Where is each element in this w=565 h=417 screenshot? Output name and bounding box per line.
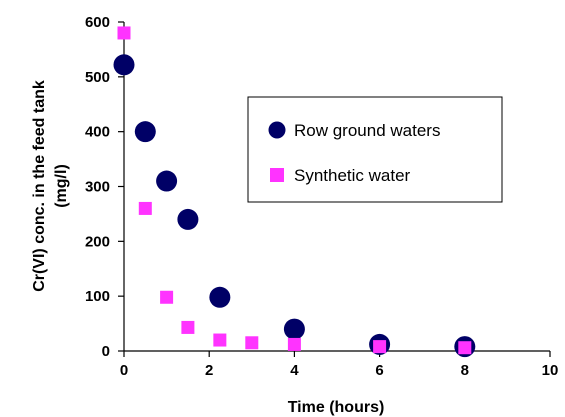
point-synthetic-water xyxy=(458,341,472,355)
x-tick-label: 2 xyxy=(205,362,213,379)
legend-label-row-ground-waters: Row ground waters xyxy=(294,121,440,140)
x-axis-title: Time (hours) xyxy=(288,399,385,416)
point-row-ground-waters xyxy=(113,54,135,76)
y-axis-title-line2: (mg/l) xyxy=(53,164,70,208)
x-tick-label: 6 xyxy=(375,362,383,379)
point-synthetic-water xyxy=(373,340,387,354)
point-row-ground-waters xyxy=(134,121,156,143)
point-row-ground-waters xyxy=(177,208,199,230)
point-row-ground-waters xyxy=(283,318,305,340)
legend-marker-synthetic-water xyxy=(270,168,284,182)
y-tick-label: 300 xyxy=(85,179,110,196)
point-synthetic-water xyxy=(287,337,301,351)
x-tick-label: 4 xyxy=(290,362,299,379)
x-tick-label: 10 xyxy=(542,362,559,379)
x-tick-label: 8 xyxy=(461,362,469,379)
y-tick-label: 500 xyxy=(85,69,110,86)
legend: Row ground waters Synthetic water xyxy=(247,96,503,203)
point-synthetic-water xyxy=(181,320,195,334)
point-synthetic-water xyxy=(160,290,174,304)
y-tick-label: 200 xyxy=(85,233,110,250)
legend-box xyxy=(247,96,503,203)
point-row-ground-waters xyxy=(156,170,178,192)
point-row-ground-waters xyxy=(209,286,231,308)
point-synthetic-water xyxy=(117,26,131,40)
y-tick-label: 600 xyxy=(85,14,110,31)
y-tick-label: 0 xyxy=(102,343,110,360)
legend-label-synthetic-water: Synthetic water xyxy=(294,166,411,185)
data-marks xyxy=(113,26,476,358)
y-axis-title-line1: Cr(VI) conc. in the feed tank xyxy=(31,80,48,292)
x-tick-label: 0 xyxy=(120,362,128,379)
point-synthetic-water xyxy=(213,333,227,347)
point-synthetic-water xyxy=(138,201,152,215)
y-tick-label: 100 xyxy=(85,288,110,305)
legend-marker-row-ground-waters xyxy=(268,121,286,139)
y-tick-label: 400 xyxy=(85,124,110,141)
point-synthetic-water xyxy=(245,336,259,350)
tick-labels: 0 100 200 300 400 500 600 0 2 4 6 8 10 xyxy=(85,14,558,379)
